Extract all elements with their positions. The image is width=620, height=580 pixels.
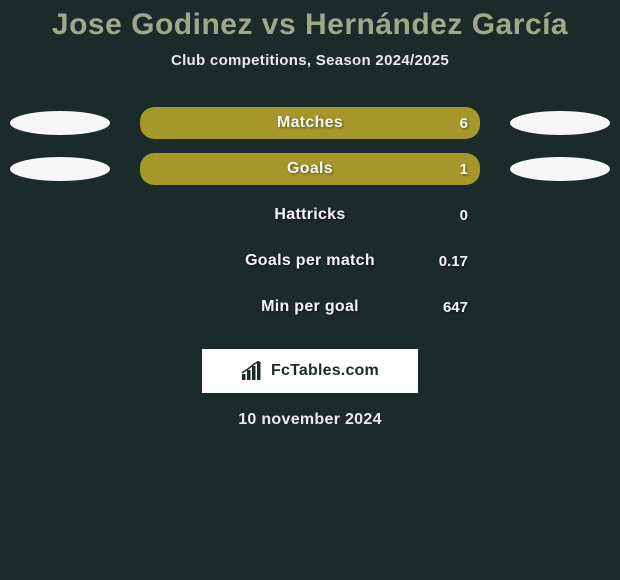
ellipse-right-icon <box>510 111 610 135</box>
stat-bar: Goals1 <box>140 153 480 185</box>
stat-row: Goals per match0.17 <box>0 245 620 277</box>
stat-value: 647 <box>443 291 468 323</box>
stat-label: Hattricks <box>140 199 480 231</box>
attribution-badge: FcTables.com <box>202 349 418 393</box>
stat-bar: Min per goal647 <box>140 291 480 323</box>
stat-bar: Hattricks0 <box>140 199 480 231</box>
attribution-text: FcTables.com <box>271 362 379 380</box>
stat-value: 0.17 <box>439 245 468 277</box>
ellipse-right-icon <box>510 157 610 181</box>
stat-value: 1 <box>460 153 468 185</box>
stat-value: 0 <box>460 199 468 231</box>
page-title: Jose Godinez vs Hernández García <box>52 8 568 42</box>
comparison-container: Jose Godinez vs Hernández García Club co… <box>0 0 620 429</box>
stats-list: Matches6Goals1Hattricks0Goals per match0… <box>0 107 620 337</box>
stat-label: Min per goal <box>140 291 480 323</box>
stat-row: Hattricks0 <box>0 199 620 231</box>
date-text: 10 november 2024 <box>238 411 382 429</box>
ellipse-left-icon <box>10 157 110 181</box>
stat-value: 6 <box>460 107 468 139</box>
stat-label: Matches <box>140 107 480 139</box>
stat-label: Goals per match <box>140 245 480 277</box>
stat-row: Min per goal647 <box>0 291 620 323</box>
chart-icon <box>241 361 265 381</box>
subtitle: Club competitions, Season 2024/2025 <box>171 52 449 69</box>
stat-bar: Goals per match0.17 <box>140 245 480 277</box>
stat-bar: Matches6 <box>140 107 480 139</box>
stat-row: Matches6 <box>0 107 620 139</box>
ellipse-left-icon <box>10 111 110 135</box>
stat-row: Goals1 <box>0 153 620 185</box>
stat-label: Goals <box>140 153 480 185</box>
